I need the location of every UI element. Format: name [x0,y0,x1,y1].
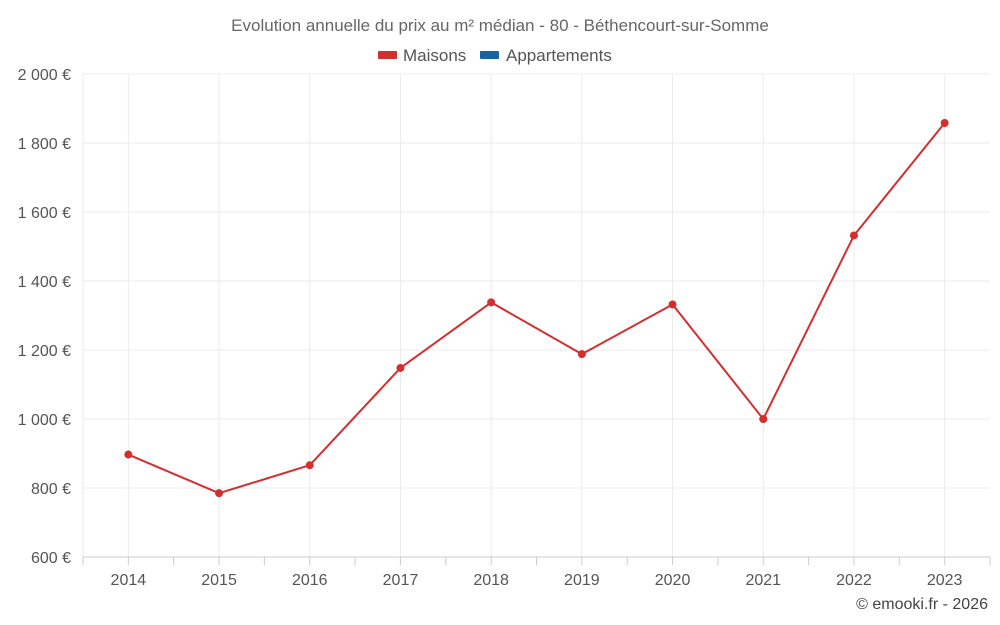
data-point-maisons[interactable] [577,350,586,359]
x-axis: 2014 2015 2016 2017 2018 2019 2020 2021 2022 2023 [82,556,991,589]
y-tick-label: 2 000 € [18,67,71,84]
x-tick-label: 2022 [836,572,872,589]
y-tick-label: 1 000 € [18,412,71,429]
credit-text: © emooki.fr - 2026 [856,596,988,613]
x-tick-label: 2016 [292,572,328,589]
series-layer [124,118,949,498]
legend-label-appartements: Appartements [506,46,612,65]
data-point-maisons[interactable] [759,415,768,423]
data-point-maisons[interactable] [668,300,677,309]
x-tick-label: 2018 [473,572,509,589]
y-tick-label: 800 € [31,481,71,498]
y-axis: 600 € 800 € 1 000 € 1 200 € 1 400 € 1 600 € 1 … [18,67,84,567]
legend: Maisons Appartements [378,46,612,65]
x-tick-label: 2020 [655,572,691,589]
legend-label-maisons: Maisons [403,46,466,65]
data-point-maisons[interactable] [305,461,314,470]
data-point-maisons[interactable] [940,118,949,127]
y-tick-label: 1 800 € [18,136,71,153]
y-tick-label: 1 400 € [18,274,71,291]
x-tick-label: 2023 [927,572,963,589]
x-tick-label: 2015 [201,572,237,589]
x-tick-label: 2019 [564,572,600,589]
legend-item-maisons[interactable]: Maisons [378,46,466,65]
y-tick-label: 600 € [31,550,71,567]
data-point-maisons[interactable] [215,489,224,498]
legend-item-appartements[interactable]: Appartements [480,46,612,65]
x-tick-label: 2017 [383,572,419,589]
grid-lines [83,73,990,557]
data-point-maisons[interactable] [487,298,496,307]
x-tick-label: 2021 [745,572,781,589]
x-tick-label: 2014 [111,572,147,589]
y-tick-label: 1 600 € [18,205,71,222]
data-point-maisons[interactable] [849,231,858,240]
chart-title: Evolution annuelle du prix au m² médian … [231,16,769,35]
series-line-maisons [127,122,946,495]
y-tick-label: 1 200 € [18,343,71,360]
data-point-maisons[interactable] [396,363,405,372]
data-point-maisons[interactable] [124,450,133,459]
legend-swatch-maisons [378,51,397,59]
legend-swatch-appartements [480,51,499,59]
